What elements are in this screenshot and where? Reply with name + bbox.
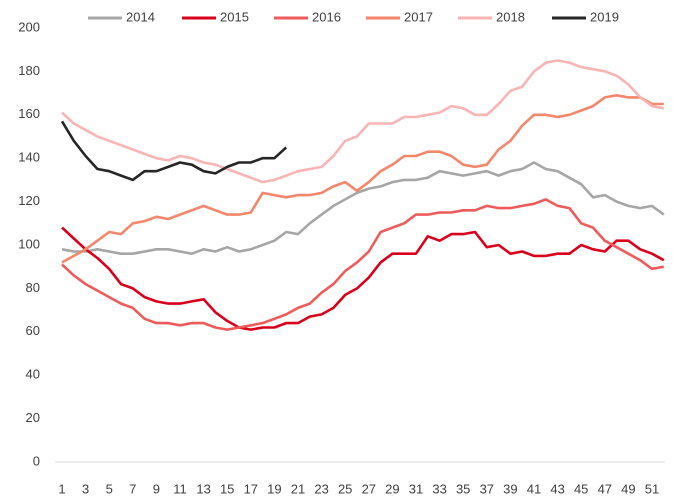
x-tick-label: 13 bbox=[196, 481, 210, 496]
legend-label: 2015 bbox=[220, 9, 249, 24]
y-tick-label: 100 bbox=[18, 236, 40, 251]
x-tick-label: 7 bbox=[129, 481, 136, 496]
y-tick-label: 20 bbox=[26, 410, 40, 425]
x-tick-label: 19 bbox=[267, 481, 281, 496]
x-tick-label: 21 bbox=[291, 481, 305, 496]
x-tick-label: 27 bbox=[362, 481, 376, 496]
x-tick-label: 39 bbox=[503, 481, 517, 496]
x-tick-label: 45 bbox=[574, 481, 588, 496]
x-tick-label: 1 bbox=[58, 481, 65, 496]
legend-label: 2018 bbox=[496, 9, 525, 24]
legend-label: 2014 bbox=[126, 9, 155, 24]
x-tick-label: 43 bbox=[550, 481, 564, 496]
y-tick-label: 200 bbox=[18, 19, 40, 34]
series-line bbox=[61, 161, 665, 255]
legend-label: 2019 bbox=[590, 9, 619, 24]
x-tick-label: 51 bbox=[645, 481, 659, 496]
y-tick-label: 140 bbox=[18, 150, 40, 165]
x-tick-label: 47 bbox=[598, 481, 612, 496]
x-tick-label: 49 bbox=[621, 481, 635, 496]
y-tick-label: 80 bbox=[26, 280, 40, 295]
series-line bbox=[61, 226, 665, 331]
y-tick-label: 180 bbox=[18, 63, 40, 78]
x-tick-label: 33 bbox=[432, 481, 446, 496]
series-line bbox=[61, 198, 665, 331]
legend-label: 2016 bbox=[312, 9, 341, 24]
x-tick-label: 5 bbox=[106, 481, 113, 496]
y-tick-label: 60 bbox=[26, 323, 40, 338]
x-tick-label: 15 bbox=[220, 481, 234, 496]
x-tick-label: 35 bbox=[456, 481, 470, 496]
x-tick-label: 31 bbox=[409, 481, 423, 496]
series-line bbox=[61, 94, 664, 264]
legend-label: 2017 bbox=[404, 9, 433, 24]
x-tick-label: 17 bbox=[244, 481, 258, 496]
series-line bbox=[61, 59, 665, 184]
x-tick-label: 29 bbox=[385, 481, 399, 496]
series-line bbox=[60, 120, 288, 182]
x-tick-label: 25 bbox=[338, 481, 352, 496]
x-tick-label: 23 bbox=[314, 481, 328, 496]
x-tick-label: 9 bbox=[153, 481, 160, 496]
y-tick-label: 160 bbox=[18, 106, 40, 121]
x-tick-label: 37 bbox=[480, 481, 494, 496]
y-tick-label: 40 bbox=[26, 367, 40, 382]
x-tick-label: 3 bbox=[82, 481, 89, 496]
x-tick-label: 11 bbox=[173, 481, 187, 496]
y-tick-label: 0 bbox=[33, 453, 40, 468]
x-tick-label: 41 bbox=[527, 481, 541, 496]
y-tick-label: 120 bbox=[18, 193, 40, 208]
